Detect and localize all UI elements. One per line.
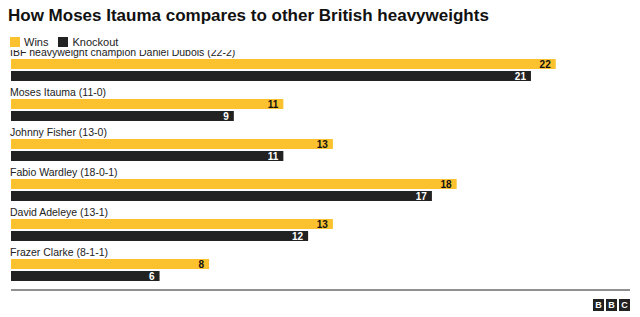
svg-text:22: 22 bbox=[540, 59, 552, 70]
svg-text:Frazer Clarke (8-1-1): Frazer Clarke (8-1-1) bbox=[10, 246, 108, 258]
html-text:B: B bbox=[608, 300, 615, 310]
svg-text:13: 13 bbox=[317, 139, 329, 150]
svg-text:Johnny Fisher (13-0): Johnny Fisher (13-0) bbox=[10, 126, 107, 138]
html-text:How Moses Itauma compares to o: How Moses Itauma compares to other Briti… bbox=[8, 6, 489, 25]
svg-text:9: 9 bbox=[223, 111, 229, 122]
html-text:B: B bbox=[595, 300, 602, 310]
svg-text:8: 8 bbox=[199, 259, 205, 270]
svg-text:11: 11 bbox=[268, 151, 279, 162]
svg-text:12: 12 bbox=[292, 231, 304, 242]
svg-text:David Adeleye (13-1): David Adeleye (13-1) bbox=[10, 206, 108, 218]
svg-text:21: 21 bbox=[515, 71, 527, 82]
html-text:C: C bbox=[621, 300, 628, 310]
svg-text:13: 13 bbox=[317, 219, 329, 230]
svg-text:11: 11 bbox=[268, 99, 279, 110]
svg-text:6: 6 bbox=[149, 271, 155, 282]
svg-text:17: 17 bbox=[416, 191, 428, 202]
svg-text:Fabio Wardley (18-0-1): Fabio Wardley (18-0-1) bbox=[10, 166, 118, 178]
html-text:Wins: Wins bbox=[24, 36, 49, 48]
html-text:Knockout: Knockout bbox=[72, 36, 119, 48]
svg-text:18: 18 bbox=[441, 179, 453, 190]
svg-text:Moses Itauma (11-0): Moses Itauma (11-0) bbox=[10, 86, 106, 98]
svg-text:IBF heavyweight champion Danie: IBF heavyweight champion Daniel Dubois (… bbox=[10, 50, 235, 58]
